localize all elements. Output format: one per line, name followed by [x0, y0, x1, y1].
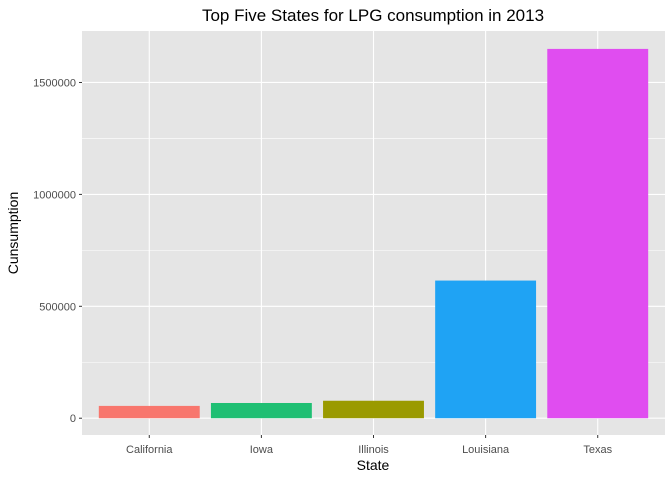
y-axis-ticks: 0 500000 1000000 1500000 — [33, 77, 82, 425]
y-tick-label: 1500000 — [33, 77, 76, 89]
bar-iowa — [210, 402, 312, 419]
bar-texas — [547, 48, 649, 419]
y-axis-title: Cunsumption — [5, 192, 21, 275]
x-tick-label: Texas — [583, 444, 612, 456]
y-tick-label: 500000 — [39, 301, 76, 313]
bar-louisiana — [435, 280, 537, 419]
x-axis-title: State — [357, 457, 390, 473]
x-tick-label: Iowa — [250, 444, 274, 456]
bar-illinois — [323, 400, 424, 419]
bar-california — [98, 405, 200, 419]
chart-title: Top Five States for LPG consumption in 2… — [202, 6, 544, 25]
x-axis-ticks: California Iowa Illinois Louisiana Texas — [126, 435, 613, 456]
bars — [98, 48, 649, 419]
x-tick-label: Illinois — [358, 444, 389, 456]
x-tick-label: California — [126, 444, 173, 456]
y-tick-label: 0 — [70, 413, 76, 425]
x-tick-label: Louisiana — [462, 444, 510, 456]
y-tick-label: 1000000 — [33, 189, 76, 201]
